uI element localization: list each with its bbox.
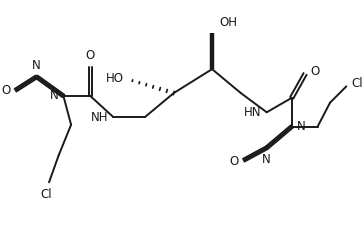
Text: O: O: [230, 155, 239, 168]
Text: HN: HN: [244, 106, 261, 119]
Text: N: N: [296, 120, 305, 133]
Text: HO: HO: [106, 72, 124, 85]
Text: NH: NH: [91, 111, 108, 123]
Text: O: O: [86, 49, 95, 62]
Text: Cl: Cl: [40, 188, 52, 201]
Text: N: N: [32, 59, 41, 72]
Text: Cl: Cl: [351, 77, 363, 90]
Text: O: O: [310, 64, 319, 77]
Text: OH: OH: [220, 16, 238, 29]
Text: N: N: [50, 89, 59, 102]
Text: N: N: [262, 153, 271, 166]
Text: O: O: [1, 84, 11, 97]
